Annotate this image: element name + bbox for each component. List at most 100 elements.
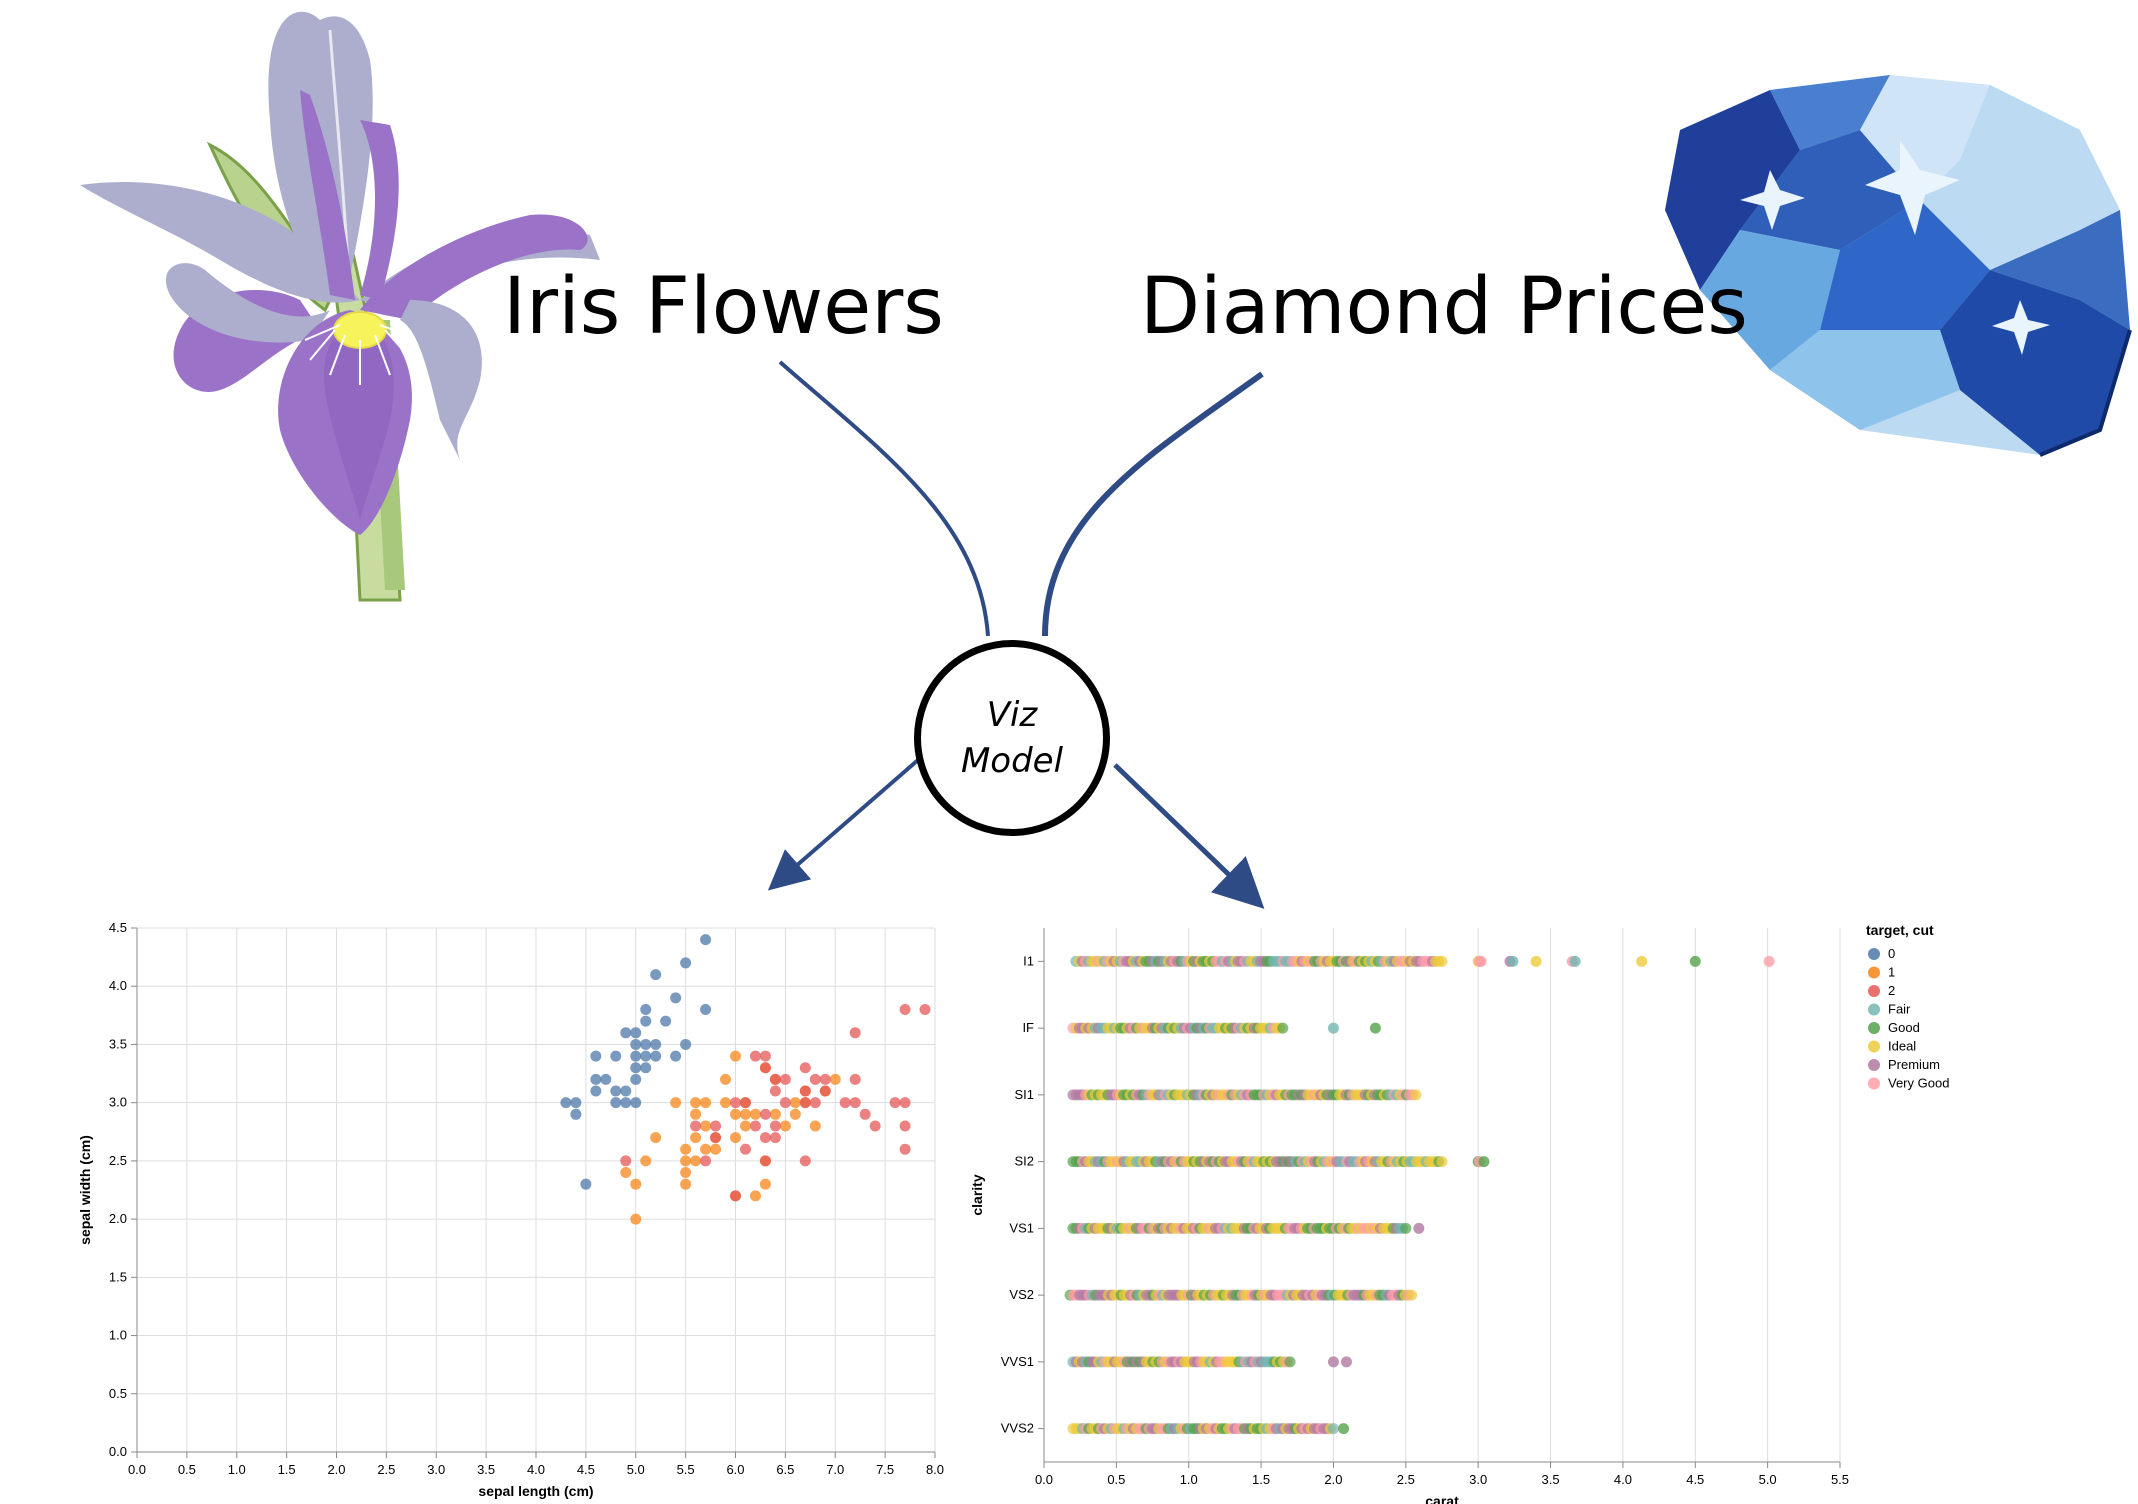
y-tick-label: 2.5 — [109, 1153, 127, 1168]
data-point — [610, 1085, 622, 1097]
data-point — [899, 1004, 911, 1016]
data-point — [670, 1097, 682, 1109]
y-tick-label: IF — [1022, 1020, 1034, 1035]
legend-label: 1 — [1888, 965, 1895, 980]
viz-model-label-line1: Viz — [986, 695, 1038, 735]
x-tick-label: 4.5 — [1686, 1472, 1704, 1487]
legend-label: 2 — [1888, 983, 1895, 998]
data-point — [739, 1097, 751, 1109]
x-tick-label: 5.5 — [677, 1462, 695, 1477]
x-tick-label: 8.0 — [926, 1462, 944, 1477]
data-point — [630, 1038, 642, 1050]
x-tick-label: 5.0 — [627, 1462, 645, 1477]
data-point — [590, 1085, 602, 1097]
data-point — [1277, 1022, 1289, 1034]
data-point — [769, 1108, 781, 1120]
data-point — [590, 1050, 602, 1062]
legend-swatch — [1868, 1040, 1880, 1053]
y-tick-label: VVS2 — [1001, 1421, 1034, 1436]
data-point — [749, 1108, 761, 1120]
data-point — [919, 1004, 931, 1016]
data-point — [899, 1097, 911, 1109]
data-point — [700, 1004, 712, 1016]
legend-swatch — [1868, 966, 1880, 979]
data-point — [789, 1108, 801, 1120]
data-point — [749, 1050, 761, 1062]
data-point — [630, 1050, 642, 1062]
data-point — [1369, 1022, 1381, 1034]
data-point — [630, 1178, 642, 1190]
data-point — [1284, 1356, 1296, 1368]
data-point — [620, 1027, 632, 1039]
x-tick-label: 3.0 — [427, 1462, 445, 1477]
data-point — [1327, 1356, 1339, 1368]
legend-swatch — [1868, 1022, 1880, 1034]
data-point — [1327, 1022, 1339, 1034]
data-point — [809, 1073, 821, 1085]
x-axis-title: sepal length (cm) — [478, 1483, 593, 1499]
data-point — [799, 1097, 811, 1109]
data-point — [1410, 1089, 1422, 1101]
data-point — [730, 1190, 741, 1202]
data-point — [849, 1027, 861, 1039]
data-point — [1436, 955, 1448, 967]
data-point — [610, 1050, 622, 1062]
y-tick-label: I1 — [1023, 953, 1034, 968]
legend-swatch — [1868, 948, 1880, 960]
diamond-to-model-connector — [1042, 371, 1264, 637]
data-point — [809, 1120, 821, 1132]
data-point — [809, 1097, 821, 1109]
iris-to-model-connector — [778, 360, 990, 637]
data-point — [660, 1015, 672, 1027]
data-point — [720, 1097, 732, 1109]
legend-label: Ideal — [1888, 1039, 1916, 1054]
data-point — [819, 1085, 831, 1097]
data-point — [570, 1108, 582, 1120]
data-point — [730, 1132, 741, 1144]
data-point — [630, 1073, 642, 1085]
x-tick-label: 0.5 — [178, 1462, 196, 1477]
x-tick-label: 1.0 — [1180, 1472, 1198, 1487]
x-tick-label: 4.0 — [1614, 1472, 1632, 1487]
x-tick-label: 3.0 — [1469, 1472, 1487, 1487]
data-point — [640, 1038, 652, 1050]
data-point — [779, 1073, 791, 1085]
data-point — [730, 1108, 741, 1120]
data-point — [1763, 955, 1775, 967]
data-point — [1436, 1156, 1448, 1168]
x-tick-label: 6.5 — [776, 1462, 794, 1477]
diamond-prices-title: Diamond Prices — [1140, 262, 1748, 352]
data-point — [700, 1143, 712, 1155]
x-tick-label: 5.5 — [1831, 1472, 1849, 1487]
x-tick-label: 2.0 — [1324, 1472, 1342, 1487]
data-point — [1636, 955, 1648, 967]
data-point — [799, 1062, 811, 1074]
x-tick-label: 2.5 — [1397, 1472, 1415, 1487]
data-point — [650, 1050, 662, 1062]
data-point — [1406, 1289, 1418, 1301]
data-point — [849, 1097, 861, 1109]
y-tick-label: SI2 — [1014, 1154, 1034, 1169]
model-to-diamond-chart-arrow — [1113, 763, 1265, 909]
y-tick-label: 0.0 — [109, 1444, 127, 1459]
data-point — [680, 1155, 692, 1167]
legend-swatch — [1868, 1077, 1880, 1090]
data-point — [710, 1132, 722, 1144]
data-point — [580, 1178, 592, 1190]
legend-swatch — [1868, 1003, 1880, 1016]
data-point — [1413, 1222, 1425, 1234]
x-tick-label: 1.5 — [278, 1462, 296, 1477]
data-point — [670, 1050, 682, 1062]
data-point — [650, 969, 662, 981]
x-tick-label: 1.0 — [228, 1462, 246, 1477]
data-point — [769, 1132, 781, 1144]
data-point — [769, 1120, 781, 1132]
data-point — [749, 1190, 761, 1202]
y-axis-title: sepal width (cm) — [77, 1135, 93, 1245]
data-point — [819, 1073, 831, 1085]
y-tick-label: VS2 — [1009, 1287, 1034, 1302]
y-tick-label: 0.5 — [109, 1386, 127, 1401]
x-tick-label: 7.0 — [826, 1462, 844, 1477]
x-tick-label: 2.5 — [377, 1462, 395, 1477]
x-tick-label: 4.0 — [527, 1462, 545, 1477]
